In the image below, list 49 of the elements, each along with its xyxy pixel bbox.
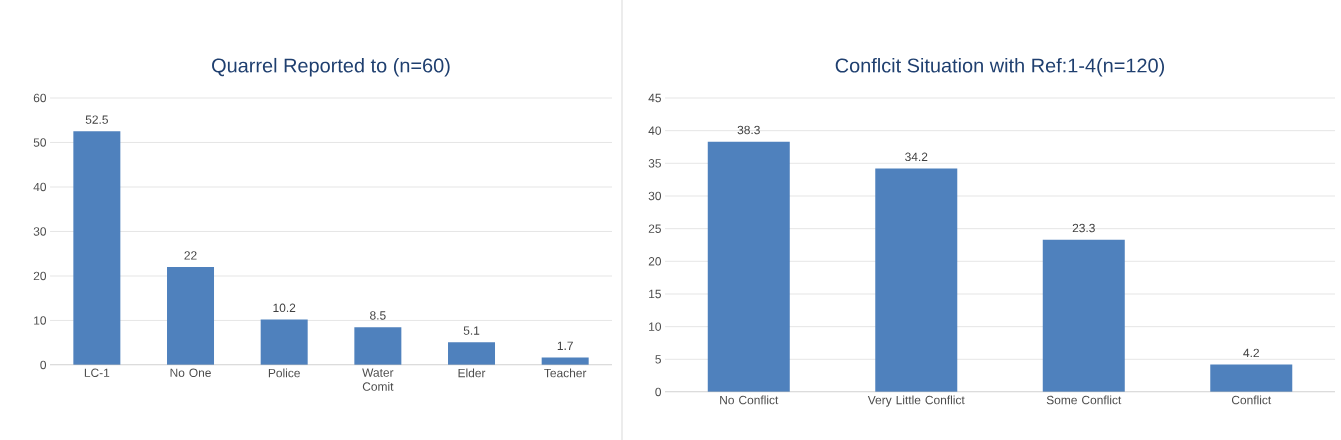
x-tick-label: Police [268,368,300,378]
x-tick-label: No One [170,368,211,377]
bar [707,141,790,392]
bar [448,342,496,365]
x-tick-label: LC-1 [84,368,110,377]
bar [541,357,589,365]
y-tick-label: 20 [648,257,662,266]
y-tick-label: 10 [649,322,662,331]
y-tick-label: 45 [648,93,661,103]
y-tick-label: 0 [655,387,662,397]
data-label: 23.3 [1072,223,1095,233]
chart-title: Conflcit Situation with Ref:1-4(n=120) [835,57,1165,77]
x-tick-label: Water Comit [362,368,394,391]
bar [73,131,121,365]
data-label: 22 [184,251,197,260]
x-tick-label: No Conflict [720,395,779,405]
bar [1210,364,1293,392]
data-label: 8.5 [370,311,386,320]
x-tick-label: Conflict [1231,395,1272,405]
bar [354,327,402,365]
x-tick-label: Teacher [544,368,587,378]
data-label: 1.7 [557,341,573,350]
y-tick-label: 40 [33,182,47,192]
chart-title: Quarrel Reported to (n=60) [212,57,450,77]
y-tick-label: 0 [40,360,47,370]
data-label: 4.2 [1243,348,1259,358]
bar [875,168,958,392]
x-tick-label: Elder [458,368,486,378]
x-tick-label: Some Conflict [1046,395,1122,405]
y-tick-label: 40 [648,126,662,135]
bar [260,319,308,365]
y-tick-label: 60 [33,93,47,103]
y-tick-label: 15 [649,289,661,299]
y-tick-label: 20 [33,271,47,281]
bar [1042,239,1125,392]
y-tick-label: 30 [33,227,47,236]
data-label: 5.1 [463,326,480,335]
bar [167,267,215,365]
y-tick-label: 25 [648,224,661,233]
y-tick-label: 50 [33,138,47,147]
data-label: 34.2 [905,152,928,162]
y-tick-label: 5 [655,355,661,364]
x-tick-label: Very Little Conflict [867,395,965,407]
y-tick-label: 35 [648,159,661,168]
y-tick-label: 10 [34,316,47,325]
data-label: 52.5 [85,115,108,124]
y-tick-label: 30 [648,191,662,201]
data-label: 10.2 [273,303,296,313]
data-label: 38.3 [737,125,760,135]
